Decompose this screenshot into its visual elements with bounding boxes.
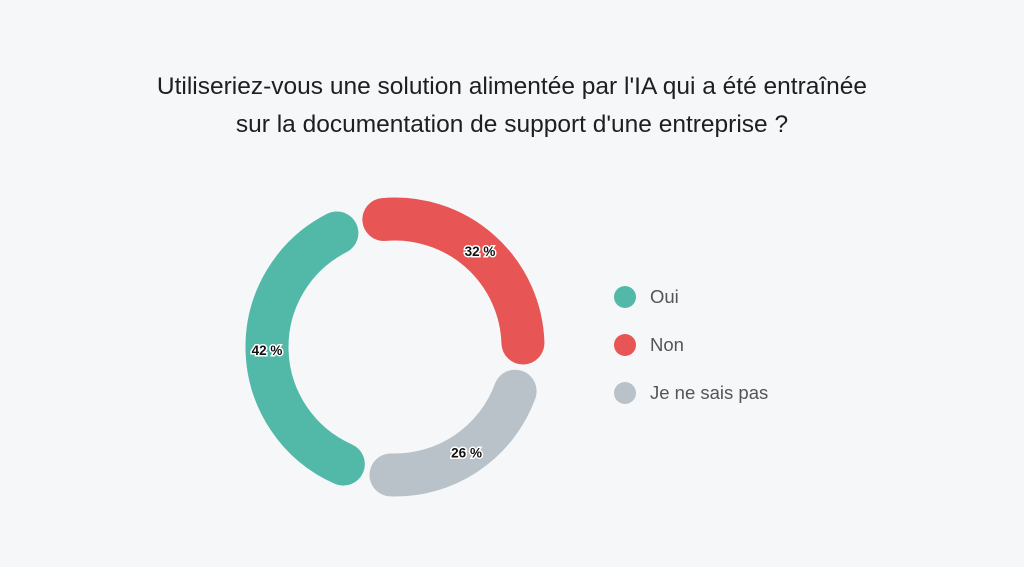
chart-title: Utiliseriez-vous une solution alimentée …: [0, 68, 1024, 144]
legend-swatch-non: [614, 334, 636, 356]
chart-title-line-1: Utiliseriez-vous une solution alimentée …: [156, 73, 868, 100]
legend-swatch-oui: [614, 286, 636, 308]
donut-slice-oui: [245, 211, 365, 486]
chart-title-line-2: sur la documentation de support d'une en…: [235, 111, 789, 138]
slice-label-non: 32 %: [465, 244, 496, 259]
legend-label-je-ne-sais-pas: Je ne sais pas: [650, 382, 769, 403]
donut-slice-je-ne-sais-pas: [369, 369, 537, 497]
legend-label-non: Non: [650, 334, 684, 355]
donut-slice-non: [362, 197, 545, 365]
legend-item-non: Non: [614, 334, 684, 356]
slice-label-je-ne-sais-pas: 26 %: [451, 446, 482, 461]
legend-item-je-ne-sais-pas: Je ne sais pas: [614, 382, 768, 404]
legend-label-oui: Oui: [650, 286, 679, 307]
legend-item-oui: Oui: [614, 286, 679, 308]
slice-label-oui: 42 %: [252, 343, 283, 358]
legend-swatch-je-ne-sais-pas: [614, 382, 636, 404]
